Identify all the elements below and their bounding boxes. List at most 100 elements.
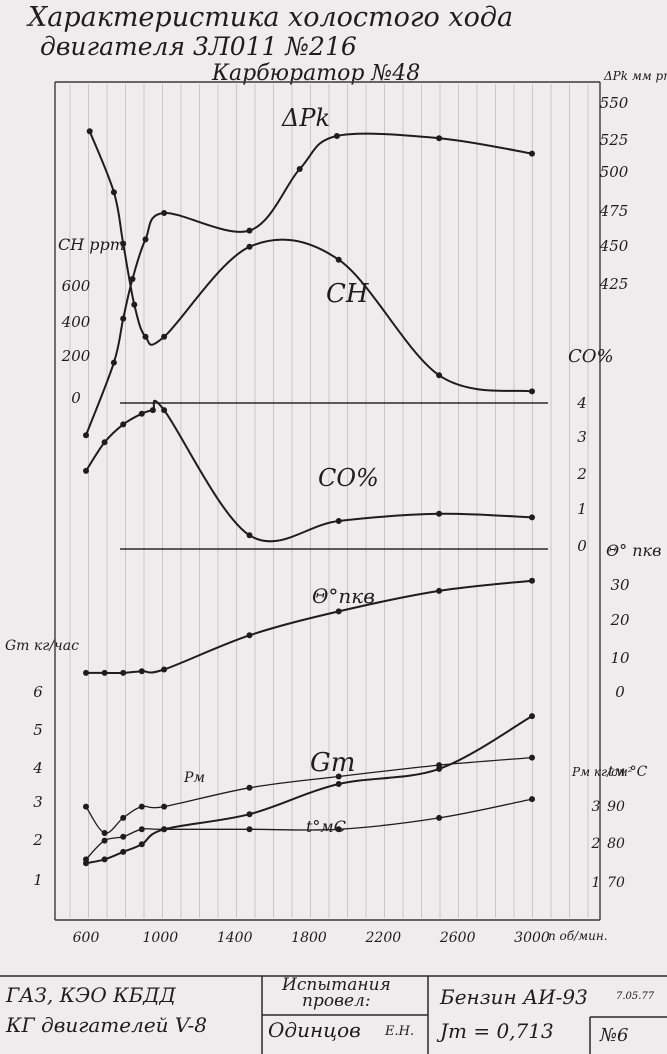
tm-series-label: t°мC (306, 817, 346, 836)
data-point-pk-0 (83, 432, 89, 439)
ch-series-label: CH (326, 279, 370, 309)
data-point-gpt-2 (246, 826, 253, 833)
y-tick-label: 500 (600, 163, 629, 181)
y-tick-label: 525 (600, 131, 629, 149)
test-date: 7.05.77 (616, 991, 655, 1002)
data-point-gpt-1 (138, 803, 145, 810)
x-tick-label: 2200 (365, 930, 402, 946)
y-tick-label: 20 (609, 611, 630, 629)
y-tick-label: 550 (600, 94, 629, 112)
dpk-axis-label: ΔPk мм рт.ст. (603, 69, 667, 83)
series-line-gpt-2 (85, 798, 533, 860)
data-point-ch-0 (110, 189, 117, 196)
data-point-co-0 (246, 532, 253, 539)
data-point-gpt-0 (138, 841, 145, 848)
data-point-gpt-1 (83, 803, 89, 810)
data-point-pk-0 (333, 133, 340, 139)
fuel-density: Jт = 0,713 (440, 1019, 554, 1043)
panel-baselines (120, 402, 548, 550)
data-point-pk-0 (246, 227, 253, 234)
data-point-gpt-2 (161, 826, 168, 833)
title-block: ГАЗ, КЭО КБДД КГ двигателей V-8 Испытани… (0, 975, 667, 1054)
data-point-gpt-2 (529, 796, 535, 803)
y-tick-label: 600 (62, 277, 91, 295)
data-point-ch-0 (142, 333, 149, 340)
vertical-gridlines (69, 84, 589, 918)
chart-series (83, 128, 535, 867)
series-line-ch-0 (88, 130, 533, 393)
data-point-co-0 (149, 407, 156, 414)
y-tick-label: 2 (576, 465, 587, 483)
y-tick-label: 1 (577, 500, 587, 518)
data-point-co-0 (83, 467, 89, 474)
pm-tick-label: 3 (592, 799, 601, 815)
tm-axis-label: tм °C (608, 764, 648, 780)
series-line-series-0 (86, 579, 533, 675)
data-point-pk-0 (296, 166, 303, 172)
data-point-gpt-2 (101, 837, 108, 844)
series-line-pk-0 (85, 132, 533, 436)
data-point-co-0 (101, 439, 108, 446)
data-point-gpt-2 (436, 814, 443, 821)
chart-title-line1: Характеристика холостого хода (26, 2, 513, 33)
data-point-pk-0 (161, 210, 168, 216)
x-tick-label: 1400 (217, 930, 253, 946)
data-point-gpt-1 (161, 803, 168, 810)
pm-tick-label: 1 (592, 875, 601, 891)
x-tick-label: 1000 (143, 930, 179, 946)
gt-series-label: Gт (310, 748, 355, 778)
y-tick-label: 6 (33, 683, 43, 701)
tester-initials: Е.Н. (385, 1024, 415, 1039)
data-point-co-0 (436, 510, 443, 517)
y-tick-label: 4 (32, 759, 43, 777)
tester-name: Одинцов (268, 1018, 361, 1042)
data-point-co-0 (120, 421, 127, 428)
data-point-ch-0 (131, 301, 138, 308)
x-axis-label: n об/мин. (548, 929, 608, 943)
y-tick-label: 0 (615, 683, 625, 701)
tm-tick-label: 70 (607, 875, 625, 891)
data-point-pk-0 (110, 359, 117, 366)
y-tick-label: 2 (32, 831, 43, 849)
pm-series-label: Pм (183, 770, 205, 786)
data-point-pk-0 (129, 276, 136, 282)
y-tick-label: 5 (33, 721, 43, 739)
data-point-pk-0 (142, 236, 149, 243)
series-line-co-0 (85, 399, 533, 543)
theta-axis-label: Θ° пкв (606, 541, 661, 560)
chart-title-line2: двигателя 3Л011 №216 (40, 32, 357, 61)
data-point-co-0 (529, 514, 535, 521)
data-point-co-0 (138, 410, 145, 417)
data-point-series-0 (246, 632, 253, 639)
data-point-gpt-2 (120, 833, 127, 840)
series-line-gpt-1 (85, 756, 533, 834)
data-point-series-0 (161, 666, 168, 673)
y-tick-label: 0 (71, 389, 81, 407)
gt-axis-label: Gт кг/час (5, 638, 79, 654)
data-point-ch-0 (86, 128, 93, 135)
sheet-number: №6 (600, 1025, 629, 1046)
data-point-gpt-2 (83, 856, 89, 863)
org-line1: ГАЗ, КЭО КБДД (6, 983, 176, 1007)
co-axis-label: CO% (568, 346, 614, 367)
data-point-ch-0 (246, 243, 253, 250)
data-point-gpt-0 (246, 811, 253, 818)
dpk-series-label: ΔPk (281, 104, 330, 132)
data-point-co-0 (335, 518, 342, 524)
data-point-gpt-0 (101, 856, 108, 863)
data-point-gpt-1 (436, 762, 443, 769)
data-point-gpt-2 (335, 826, 342, 833)
y-tick-label: 3 (577, 428, 587, 446)
data-point-gpt-0 (335, 781, 342, 787)
x-tick-label: 2600 (439, 930, 476, 946)
data-point-ch-0 (529, 388, 535, 395)
ch-axis-label: CH ppm (58, 235, 125, 254)
data-point-series-0 (120, 669, 127, 676)
y-tick-label: 1 (33, 871, 43, 889)
data-point-series-0 (335, 608, 342, 615)
y-tick-label: 4 (576, 394, 587, 412)
data-point-gpt-1 (120, 814, 127, 821)
tm-tick-label: 90 (607, 799, 625, 815)
data-point-co-0 (161, 407, 168, 414)
